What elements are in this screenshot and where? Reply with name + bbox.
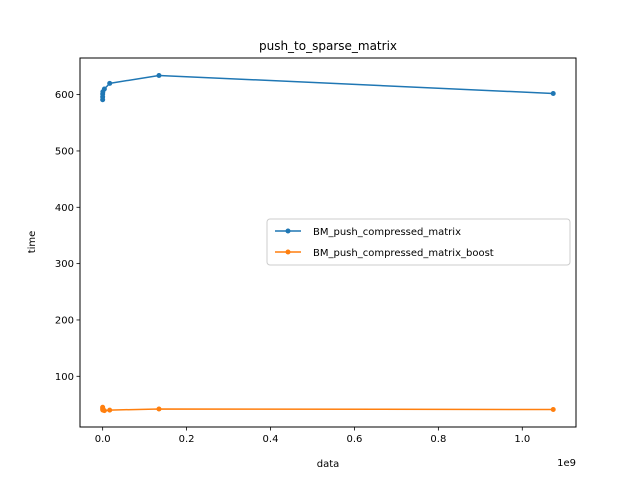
y-tick-label: 200 (55, 315, 74, 326)
y-tick-label: 100 (55, 372, 74, 383)
series-2-point (107, 407, 113, 413)
x-tick-label: 0.6 (346, 434, 362, 445)
series-2-point (550, 407, 556, 413)
plot-area (100, 72, 556, 414)
y-tick-label: 300 (55, 259, 74, 270)
y-tick-label: 400 (55, 203, 74, 214)
x-tick-label: 0.8 (430, 434, 446, 445)
x-tick-label: 0.2 (179, 434, 195, 445)
legend-label-series-1: BM_push_compressed_matrix (313, 227, 461, 238)
series-2-line (101, 407, 554, 412)
x-tick-label: 0.0 (95, 434, 111, 445)
series-1-point (107, 80, 113, 86)
axes-frame (79, 57, 577, 428)
x-axis: 0.0 0.2 0.4 0.6 0.8 1.0 (95, 427, 530, 445)
y-axis: 100 200 300 400 500 600 (55, 90, 80, 383)
legend-frame (266, 218, 571, 266)
x-axis-offset-label: 1e9 (557, 458, 576, 469)
x-tick-label: 0.4 (263, 434, 279, 445)
series-1-point (550, 90, 556, 96)
series-1-point (156, 72, 162, 78)
series-2-point (156, 406, 162, 412)
series-1-point (101, 86, 107, 92)
legend: BM_push_compressed_matrix BM_push_compre… (266, 218, 571, 266)
legend-label-series-2: BM_push_compressed_matrix_boost (313, 248, 494, 259)
y-tick-label: 600 (55, 90, 74, 101)
legend-marker-series-2 (285, 249, 291, 255)
y-axis-label: time (27, 231, 38, 254)
series-2-point (101, 408, 107, 414)
chart-title: push_to_sparse_matrix (259, 39, 397, 53)
y-tick-label: 500 (55, 146, 74, 157)
series-1-line (101, 74, 554, 100)
x-axis-label: data (317, 459, 340, 470)
legend-marker-series-1 (285, 228, 291, 234)
x-tick-label: 1.0 (514, 434, 530, 445)
